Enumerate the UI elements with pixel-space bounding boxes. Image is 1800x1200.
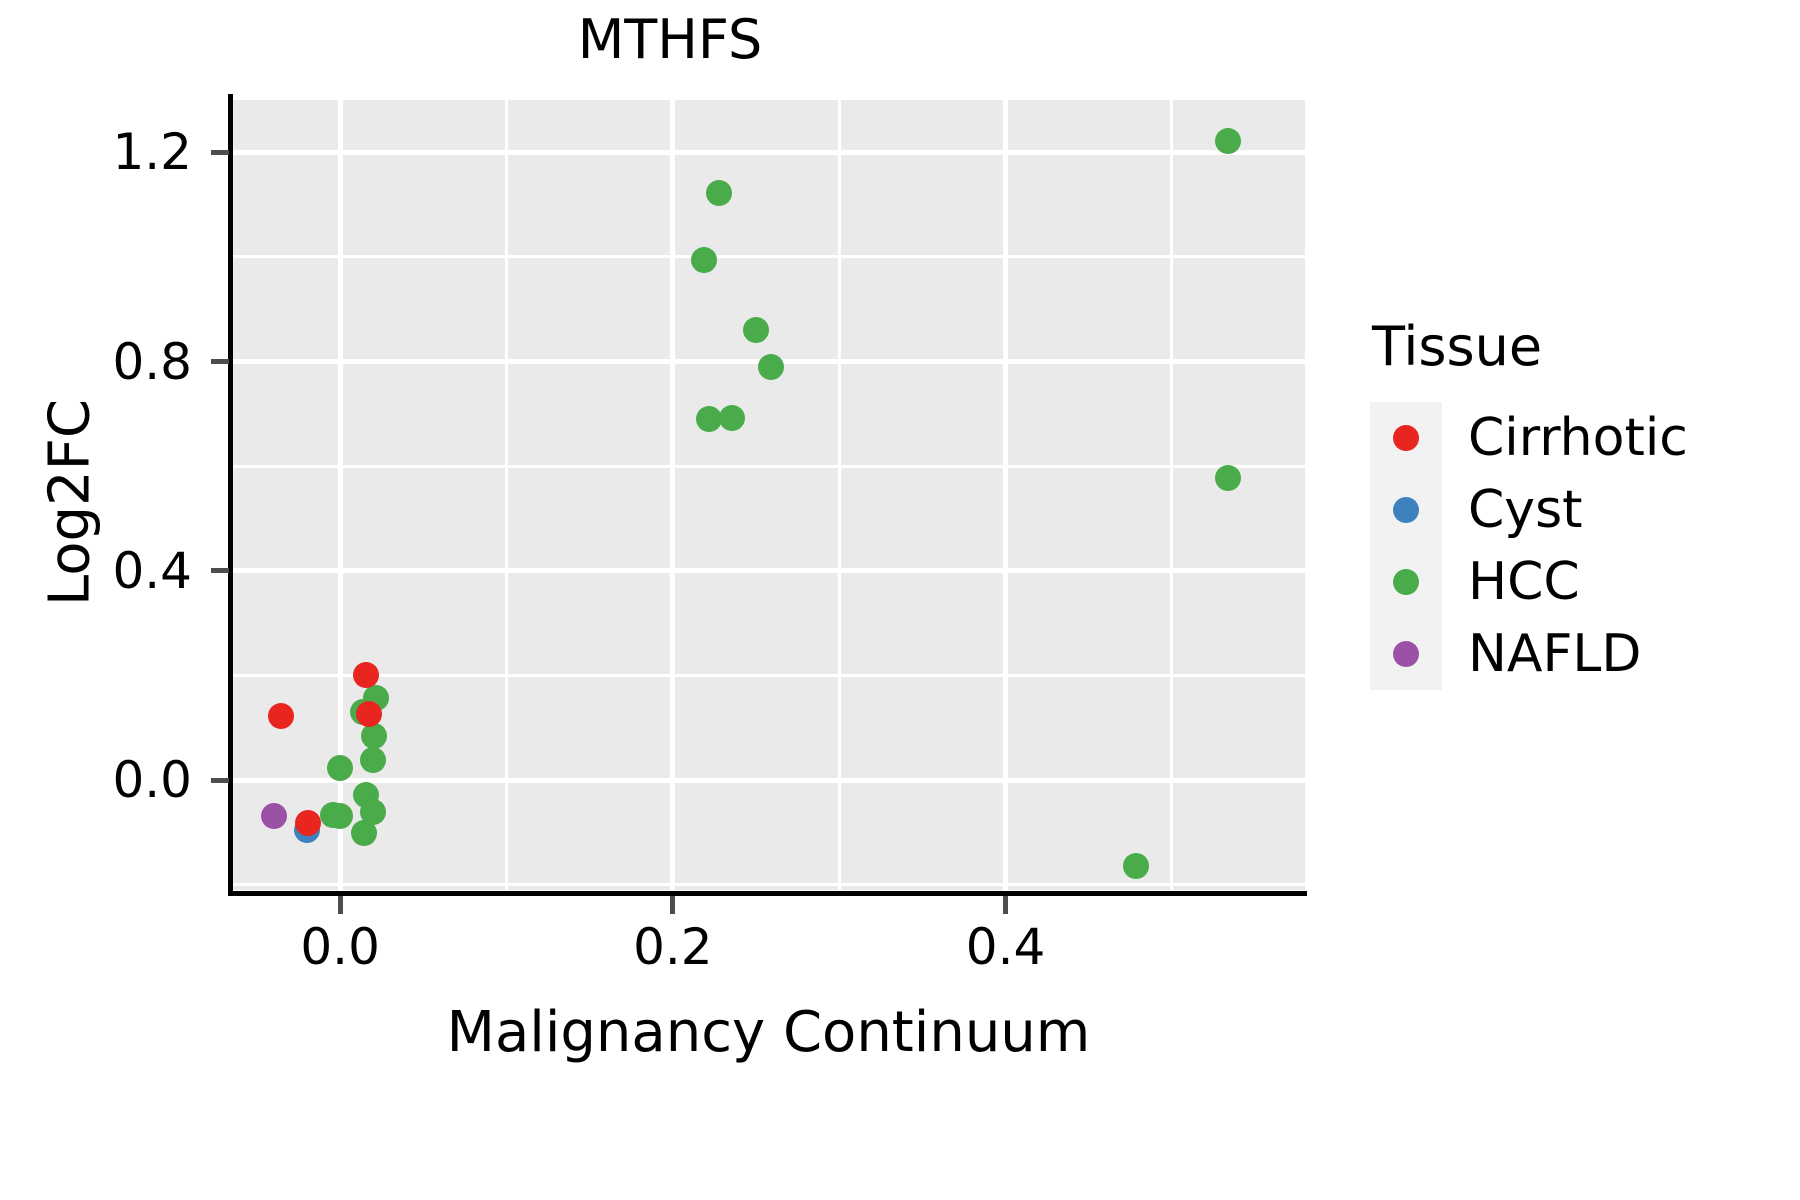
legend: Tissue Cirrhotic Cyst HCC NAFLD bbox=[1370, 320, 1770, 690]
data-point bbox=[356, 700, 383, 727]
legend-key-swatch bbox=[1370, 546, 1442, 618]
x-tick-label: 0.0 bbox=[300, 918, 380, 976]
legend-dot-icon bbox=[1393, 569, 1419, 595]
x-tick-mark bbox=[337, 896, 343, 914]
legend-key-swatch bbox=[1370, 402, 1442, 474]
legend-dot-icon bbox=[1393, 641, 1419, 667]
data-point bbox=[757, 353, 784, 380]
gridline-major-horizontal bbox=[232, 568, 1305, 574]
data-point bbox=[359, 798, 386, 825]
data-point bbox=[327, 803, 354, 830]
legend-item-cirrhotic[interactable]: Cirrhotic bbox=[1370, 402, 1770, 474]
gridline-major-vertical bbox=[337, 100, 343, 890]
legend-item-hcc[interactable]: HCC bbox=[1370, 546, 1770, 618]
gridline-minor-vertical bbox=[504, 100, 508, 890]
legend-dot-icon bbox=[1393, 425, 1419, 451]
data-point bbox=[294, 809, 321, 836]
y-tick-label: 0.0 bbox=[112, 751, 192, 810]
gridline-major-horizontal bbox=[232, 777, 1305, 783]
x-axis-line bbox=[228, 891, 1307, 896]
data-point bbox=[261, 802, 288, 829]
y-tick-mark bbox=[211, 149, 229, 155]
data-point bbox=[1123, 853, 1150, 880]
legend-key-swatch bbox=[1370, 618, 1442, 690]
legend-item-label: Cirrhotic bbox=[1468, 408, 1688, 468]
gridline-major-horizontal bbox=[232, 149, 1305, 155]
data-point bbox=[743, 316, 770, 343]
data-point bbox=[718, 405, 745, 432]
gridline-minor-horizontal bbox=[232, 255, 1305, 259]
y-tick-mark bbox=[211, 359, 229, 365]
legend-title: Tissue bbox=[1372, 315, 1543, 378]
legend-item-cyst[interactable]: Cyst bbox=[1370, 474, 1770, 546]
y-tick-label: 1.2 bbox=[112, 123, 192, 182]
data-point bbox=[327, 754, 354, 781]
y-axis-title: Log2FC bbox=[37, 399, 103, 606]
legend-item-label: NAFLD bbox=[1468, 624, 1642, 684]
x-axis-title: Malignancy Continuum bbox=[446, 1000, 1091, 1065]
gridline-minor-vertical bbox=[1170, 100, 1174, 890]
data-point bbox=[352, 661, 379, 688]
y-tick-label: 0.4 bbox=[112, 541, 192, 600]
gridline-major-vertical bbox=[670, 100, 676, 890]
data-point bbox=[359, 746, 386, 773]
y-tick-label: 0.8 bbox=[112, 332, 192, 391]
data-point bbox=[695, 406, 722, 433]
legend-item-nafld[interactable]: NAFLD bbox=[1370, 618, 1770, 690]
data-point bbox=[705, 179, 732, 206]
x-tick-label: 0.2 bbox=[633, 918, 713, 976]
gridline-minor-horizontal bbox=[232, 883, 1305, 887]
page-title: MTHFS bbox=[577, 8, 763, 71]
x-tick-mark bbox=[670, 896, 676, 914]
legend-item-label: Cyst bbox=[1468, 480, 1583, 540]
legend-items: Cirrhotic Cyst HCC NAFLD bbox=[1370, 402, 1770, 690]
x-tick-mark bbox=[1003, 896, 1009, 914]
data-point bbox=[351, 820, 378, 847]
data-point bbox=[690, 246, 717, 273]
gridline-major-vertical bbox=[1003, 100, 1009, 890]
y-tick-mark bbox=[211, 568, 229, 574]
data-point bbox=[1215, 464, 1242, 491]
legend-item-label: HCC bbox=[1468, 552, 1580, 612]
x-tick-label: 0.4 bbox=[965, 918, 1046, 976]
legend-dot-icon bbox=[1393, 497, 1419, 523]
data-point bbox=[1215, 127, 1242, 154]
plot-panel bbox=[232, 100, 1305, 890]
gridline-minor-vertical bbox=[837, 100, 841, 890]
data-point bbox=[361, 723, 388, 750]
y-tick-mark bbox=[211, 777, 229, 783]
gridline-minor-horizontal bbox=[232, 464, 1305, 468]
y-axis-line bbox=[228, 94, 233, 896]
legend-key-swatch bbox=[1370, 474, 1442, 546]
gridline-minor-horizontal bbox=[232, 673, 1305, 677]
data-point bbox=[268, 703, 295, 730]
